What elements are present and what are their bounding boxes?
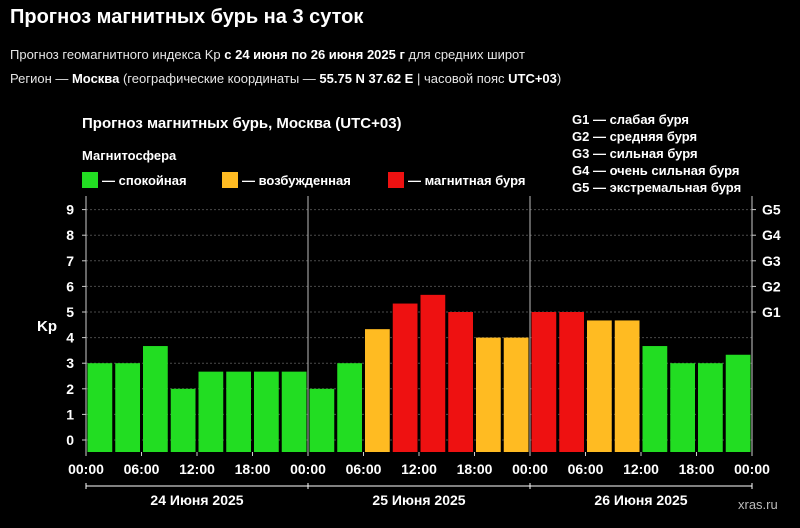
legend-title: Магнитосфера — [82, 148, 177, 163]
subtitle-text: Прогноз геомагнитного индекса Kp — [10, 47, 225, 62]
g-tick-label: G4 — [762, 227, 781, 243]
x-tick-label: 12:00 — [401, 461, 437, 477]
kp-bar — [87, 363, 113, 452]
kp-bar — [503, 337, 529, 452]
legend-item-active: — возбужденная — [222, 172, 351, 188]
kp-bar — [725, 354, 751, 452]
kp-bar — [642, 346, 668, 452]
x-tick-label: 00:00 — [68, 461, 104, 477]
g-tick-label: G3 — [762, 253, 781, 269]
g-tick-label: G5 — [762, 202, 781, 218]
subtitle-text-end: для средних широт — [404, 47, 525, 62]
legend-label-quiet: — спокойная — [102, 173, 187, 188]
tz-label: | часовой пояс — [413, 71, 509, 86]
y-tick-label: 3 — [66, 355, 74, 371]
x-tick-label: 06:00 — [346, 461, 382, 477]
forecast-subtitle: Прогноз геомагнитного индекса Kp с 24 ию… — [10, 47, 525, 62]
day-label: 24 Июня 2025 — [150, 492, 243, 508]
kp-bar — [476, 337, 501, 452]
legend-item-quiet: — спокойная — [82, 172, 187, 188]
legend-item-storm: — магнитная буря — [388, 172, 525, 188]
x-tick-label: 00:00 — [290, 461, 326, 477]
storm-scale-legend: G1 — слабая буря G2 — средняя буря G3 — … — [572, 111, 741, 196]
kp-bar — [226, 371, 251, 452]
subtitle-dates: с 24 июня по 26 июня 2025 г — [224, 47, 405, 62]
legend-swatch-storm — [388, 172, 404, 188]
kp-bar — [448, 312, 473, 452]
kp-bar — [309, 388, 335, 452]
chart-title: Прогноз магнитных бурь, Москва (UTC+03) — [82, 115, 402, 132]
source-credit: xras.ru — [738, 497, 778, 512]
kp-bar — [281, 371, 307, 452]
kp-bar — [115, 363, 140, 452]
x-tick-label: 06:00 — [568, 461, 604, 477]
kp-bar — [365, 329, 390, 452]
day-label: 26 Июня 2025 — [594, 492, 687, 508]
x-tick-label: 00:00 — [512, 461, 548, 477]
y-axis-label: Kp — [37, 318, 57, 335]
x-tick-label: 12:00 — [179, 461, 215, 477]
y-tick-label: 1 — [66, 406, 74, 422]
storm-scale-g3: G3 — сильная буря — [572, 146, 698, 161]
region-label: Регион — — [10, 71, 72, 86]
plot-area — [86, 196, 752, 452]
kp-bar — [392, 303, 418, 452]
kp-bar — [614, 320, 640, 452]
kp-bar — [198, 371, 224, 452]
region-line-end: ) — [556, 71, 562, 86]
kp-bar — [170, 388, 196, 452]
y-tick-label: 2 — [66, 381, 74, 397]
legend-swatch-quiet — [82, 172, 98, 188]
legend-label-storm: — магнитная буря — [408, 173, 526, 188]
kp-bar — [698, 363, 723, 452]
y-tick-label: 8 — [66, 227, 74, 243]
x-tick-label: 06:00 — [124, 461, 160, 477]
x-tick-label: 00:00 — [734, 461, 770, 477]
x-tick-label: 12:00 — [623, 461, 659, 477]
x-tick-label: 18:00 — [679, 461, 715, 477]
y-tick-label: 4 — [66, 330, 74, 346]
coords-value: 55.75 N 37.62 E — [319, 71, 414, 86]
g-tick-label: G2 — [762, 278, 781, 294]
tz-value: UTC+03 — [508, 71, 557, 86]
storm-scale-g4: G4 — очень сильная буря — [572, 163, 740, 178]
storm-scale-g2: G2 — средняя буря — [572, 129, 698, 144]
kp-bar — [531, 312, 557, 452]
y-tick-label: 7 — [66, 253, 74, 269]
y-tick-label: 5 — [66, 304, 74, 320]
y-tick-label: 9 — [66, 202, 74, 218]
kp-bar — [254, 371, 279, 452]
coords-label: (географические координаты — — [119, 71, 320, 86]
region-line: Регион — Москва (географические координа… — [10, 71, 561, 86]
day-label: 25 Июня 2025 — [372, 492, 465, 508]
kp-bar — [420, 294, 446, 452]
page-title: Прогноз магнитных бурь на 3 суток — [10, 6, 364, 28]
g-tick-label: G1 — [762, 304, 781, 320]
kp-bar — [670, 363, 695, 452]
storm-scale-g1: G1 — слабая буря — [572, 112, 690, 127]
y-tick-label: 6 — [66, 278, 74, 294]
kp-bar — [587, 320, 612, 452]
legend-swatch-active — [222, 172, 238, 188]
y-tick-label: 0 — [66, 432, 74, 448]
x-tick-label: 18:00 — [235, 461, 271, 477]
legend-label-active: — возбужденная — [242, 173, 351, 188]
kp-bar — [337, 363, 362, 452]
x-tick-label: 18:00 — [457, 461, 493, 477]
storm-scale-g5: G5 — экстремальная буря — [572, 180, 742, 195]
kp-bar — [559, 312, 584, 452]
kp-bar — [143, 346, 168, 452]
region-name: Москва — [71, 71, 120, 86]
